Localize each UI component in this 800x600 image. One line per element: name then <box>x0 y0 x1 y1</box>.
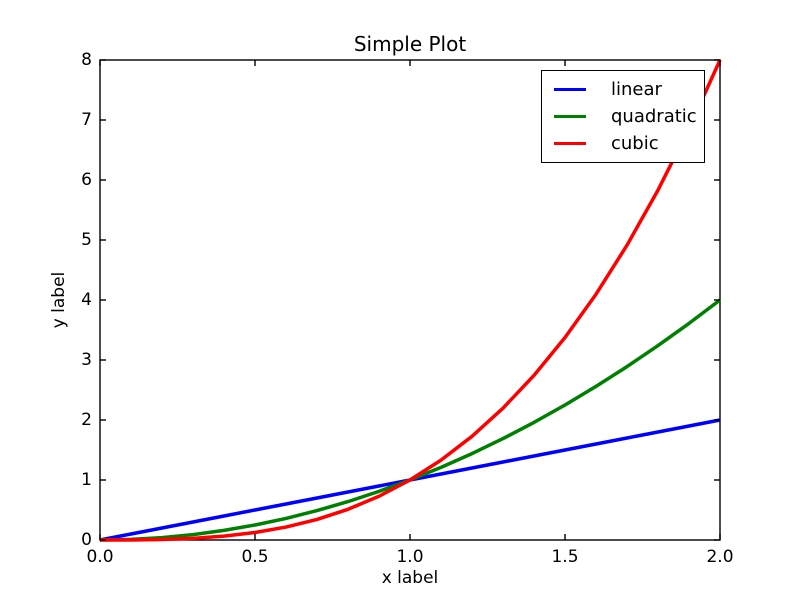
curve-quadratic <box>99 298 722 542</box>
chart-title: Simple Plot <box>353 32 467 56</box>
y-tick-label: 3 <box>81 350 92 370</box>
y-tick-label: 2 <box>81 410 92 430</box>
y-tick-label: 6 <box>81 170 92 190</box>
y-tick-label: 1 <box>81 470 92 490</box>
legend-item-cubic: cubic <box>542 132 704 156</box>
x-tick-label: 0.0 <box>86 547 114 567</box>
x-tick-label: 1.0 <box>396 547 424 567</box>
curve-cubic <box>99 59 722 542</box>
legend-line-sample-quadratic <box>554 114 586 119</box>
legend-line-sample-cubic <box>554 141 586 146</box>
legend-label-linear: linear <box>611 78 662 100</box>
y-tick-label: 8 <box>81 50 92 70</box>
y-tick-label: 4 <box>81 290 92 310</box>
legend-item-quadratic: quadratic <box>542 105 704 129</box>
y-tick-label: 0 <box>81 530 92 550</box>
legend-label-cubic: cubic <box>611 132 659 154</box>
legend: linear quadratic cubic <box>541 70 705 163</box>
x-tick-label: 0.5 <box>241 547 269 567</box>
y-tick-label: 7 <box>81 110 92 130</box>
x-axis-label: x label <box>381 568 439 588</box>
legend-line-sample-linear <box>554 87 586 92</box>
x-tick-label: 1.5 <box>551 547 579 567</box>
y-tick-label: 5 <box>81 230 92 250</box>
legend-item-linear: linear <box>542 78 704 102</box>
legend-label-quadratic: quadratic <box>611 105 697 127</box>
x-tick-label: 2.0 <box>706 547 734 567</box>
